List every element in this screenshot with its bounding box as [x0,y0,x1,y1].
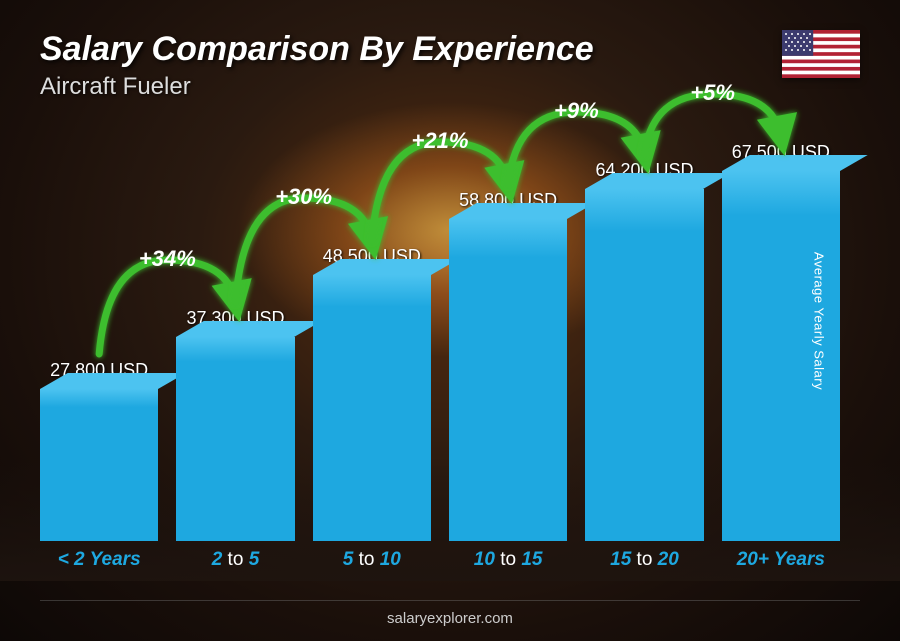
bar-category-label: 2 to 5 [176,549,294,571]
bar-category-label: 15 to 20 [585,549,703,571]
bar-group: 58,800 USD10 to 15 [449,190,567,541]
chart-header: Salary Comparison By Experience Aircraft… [40,30,860,101]
bar-category-label: 10 to 15 [449,549,567,571]
chart-container: Salary Comparison By Experience Aircraft… [0,0,900,641]
bar [449,219,567,541]
bar [176,337,294,541]
bar-group: 64,200 USD15 to 20 [585,160,703,541]
bar-group: 37,300 USD2 to 5 [176,308,294,541]
bar-group: 48,500 USD5 to 10 [313,246,431,541]
bar [585,189,703,541]
bar [40,389,158,541]
y-axis-label: Average Yearly Salary [811,251,826,389]
chart-subtitle: Aircraft Fueler [40,73,860,101]
bar-category-label: 5 to 10 [313,549,431,571]
bar-group: 27,800 USD< 2 Years [40,360,158,541]
chart-area: 27,800 USD< 2 Years37,300 USD2 to 548,50… [40,121,840,571]
footer-divider [40,600,860,601]
bar-category-label: 20+ Years [722,549,840,571]
bar-category-label: < 2 Years [40,549,158,571]
footer-text: salaryexplorer.com [0,610,900,627]
bars-row: 27,800 USD< 2 Years37,300 USD2 to 548,50… [40,121,840,541]
delta-pct-label: +9% [554,98,599,123]
bar [313,275,431,541]
chart-title: Salary Comparison By Experience [40,30,860,69]
